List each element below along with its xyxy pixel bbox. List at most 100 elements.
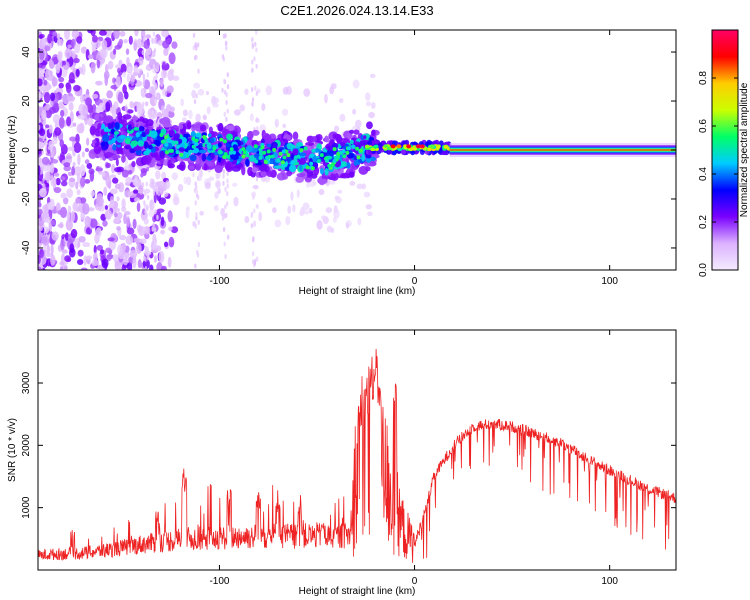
- spectrogram-blob: [345, 222, 350, 229]
- spectrogram-blob: [123, 213, 127, 225]
- spectrogram-blob: [362, 135, 367, 140]
- spectrogram-blob: [85, 255, 93, 260]
- spectrogram-blob: [404, 139, 410, 146]
- spectrogram-blob: [62, 93, 70, 105]
- spectrogram-blob: [115, 207, 121, 213]
- spectrogram-blob: [50, 149, 54, 159]
- spectrogram-blob: [212, 103, 219, 108]
- spectrogram-blob: [48, 140, 54, 148]
- spectrogram-blob: [233, 109, 241, 116]
- spectrogram-blob: [131, 74, 136, 80]
- spectrogram-blob: [69, 178, 76, 183]
- spectrogram-blob: [137, 111, 143, 117]
- spectrogram-blob: [59, 266, 64, 270]
- spectrogram-blob: [109, 106, 116, 114]
- spectrogram-blob: [59, 139, 65, 148]
- spectrogram-blob: [361, 183, 366, 190]
- spectrogram-blob: [50, 174, 54, 187]
- spectrogram-blob: [419, 144, 425, 149]
- spectrogram-blob: [38, 249, 45, 258]
- spectrogram-blob: [159, 78, 164, 88]
- spectrogram-blob: [159, 133, 164, 138]
- spectrogram-blob: [68, 72, 75, 84]
- spectrogram-blob: [117, 111, 123, 121]
- spectrogram-blob: [66, 211, 70, 221]
- spectrogram-blob: [185, 208, 190, 219]
- spectrogram-blob: [206, 106, 211, 115]
- spectrogram-blob: [324, 136, 330, 143]
- spectrogram-blob: [310, 173, 318, 179]
- spectrogram-blob: [196, 252, 200, 258]
- spectrogram-blob: [346, 162, 351, 169]
- spectrogram-blob: [369, 73, 376, 79]
- spectrogram-blob: [225, 92, 228, 98]
- spectrogram-blob: [45, 68, 51, 81]
- spectrogram-blob: [353, 160, 358, 166]
- spectrogram-blob: [121, 169, 129, 178]
- spectrogram-blob: [67, 44, 72, 49]
- spectrogram-blob: [221, 215, 225, 221]
- spectrogram-blob: [61, 249, 68, 254]
- spectrogram-blob: [276, 158, 281, 163]
- spectrogram-blob: [38, 165, 41, 176]
- spectrogram-blob: [112, 200, 119, 210]
- spectrogram-blob: [180, 98, 184, 107]
- spectrogram-blob: [353, 155, 358, 161]
- spectrogram-blob: [245, 158, 250, 167]
- spectrogram-xtick-label: -100: [209, 276, 229, 287]
- spectrogram-blob: [296, 154, 301, 159]
- spectrogram-blob: [320, 178, 328, 184]
- spectrogram-blob: [255, 63, 258, 69]
- spectrogram-blob: [427, 147, 432, 152]
- spectrogram-blob: [134, 30, 139, 37]
- spectrogram-blob: [270, 154, 275, 159]
- spectrogram-blob: [121, 198, 126, 209]
- spectrogram-blob: [319, 153, 324, 158]
- spectrogram-blob: [133, 38, 138, 51]
- spectrogram-blob: [285, 215, 291, 226]
- spectrogram-blob: [76, 123, 83, 134]
- spectrogram-blob: [363, 191, 371, 198]
- spectrogram-blob: [305, 165, 310, 170]
- spectrogram-blob: [38, 48, 45, 61]
- spectrogram-blob: [390, 144, 396, 149]
- spectrogram-blob: [175, 150, 180, 155]
- spectrogram-blob: [75, 181, 79, 190]
- spectrogram-blob: [259, 150, 264, 157]
- spectrogram-blob: [142, 81, 145, 87]
- spectrogram-blob: [194, 263, 197, 269]
- spectrogram-blob: [119, 31, 126, 37]
- spectrogram-blob: [95, 227, 102, 238]
- spectrogram-blob: [157, 180, 165, 188]
- spectrogram-blob: [255, 203, 259, 209]
- spectrogram-blob: [290, 160, 295, 165]
- spectrogram-blob: [208, 176, 215, 181]
- spectrogram-blob: [121, 154, 126, 163]
- spectrogram-blob: [196, 42, 200, 48]
- spectrogram-blob: [309, 161, 314, 166]
- colorbar-tick-label: 0.8: [698, 71, 709, 85]
- spectrogram-blob: [77, 241, 81, 248]
- spectrogram-blob: [82, 105, 89, 117]
- spectrogram-blob: [80, 46, 88, 54]
- spectrogram-blob: [161, 61, 167, 72]
- spectrogram-blob: [115, 76, 121, 88]
- spectrogram-blob: [127, 169, 133, 175]
- spectrogram-blob: [143, 79, 151, 90]
- spectrogram-blob: [60, 239, 65, 251]
- spectrogram-blob: [124, 189, 131, 198]
- spectrogram-blob: [154, 92, 157, 98]
- spectrogram-blob: [400, 148, 406, 155]
- spectrogram-blob: [137, 68, 143, 75]
- spectrogram-blob: [103, 151, 114, 158]
- spectrogram-blob: [415, 144, 421, 149]
- spectrogram-blob: [136, 202, 141, 212]
- spectrogram-blob: [154, 209, 157, 215]
- spectrogram-blob: [59, 261, 65, 266]
- spectrogram-blob: [281, 108, 289, 116]
- spectrogram-blob: [193, 55, 197, 61]
- spectrogram-blob: [164, 142, 169, 147]
- spectrogram-blob: [144, 256, 147, 262]
- spectrogram-blob: [226, 72, 229, 78]
- spectrogram-blob: [215, 181, 221, 188]
